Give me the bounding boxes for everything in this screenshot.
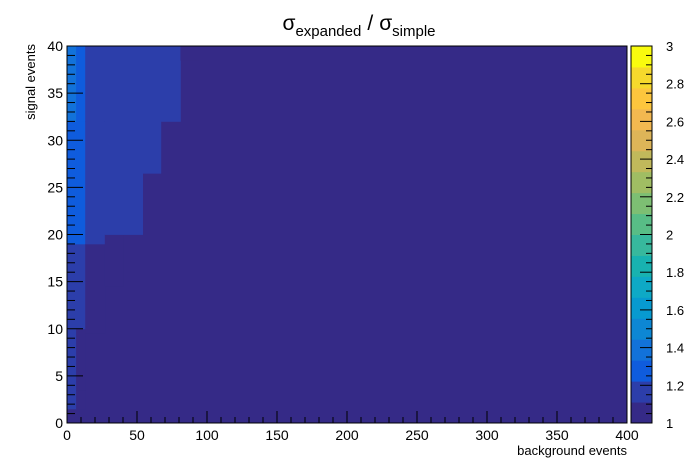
color-scale-label: 2.6	[666, 114, 684, 129]
heatmap-cell	[76, 121, 86, 245]
y-tick-label: 40	[47, 38, 63, 54]
color-scale-swatch	[631, 360, 652, 382]
x-axis-ticks	[66, 411, 628, 423]
heatmap-cell	[104, 234, 124, 287]
y-tick-label: 20	[47, 227, 63, 243]
x-tick-label: 400	[615, 427, 639, 443]
heatmap-cell	[67, 408, 77, 424]
title-denominator-subscript: simple	[392, 23, 435, 40]
color-scale-label: 3	[666, 39, 673, 54]
heatmap-cell	[67, 121, 77, 245]
color-scale-swatch	[631, 66, 652, 89]
color-scale-swatch	[631, 213, 652, 235]
color-scale-swatch	[631, 339, 652, 361]
color-scale-swatch	[631, 255, 652, 277]
color-scale-swatch	[631, 171, 652, 194]
color-scale-swatch	[631, 108, 652, 131]
color-scale-label: 2.4	[666, 152, 684, 167]
x-tick-label: 300	[475, 427, 499, 443]
heatmap-cell	[104, 46, 124, 122]
x-tick-label: 150	[265, 427, 289, 443]
x-tick-label: 0	[63, 427, 71, 443]
y-tick-label: 0	[55, 415, 63, 431]
color-scale-swatch	[631, 402, 652, 424]
color-scale-labels: 1 1.2 1.4 1.6 1.8 2 2.2 2.4 2.6 2.8 3	[666, 39, 684, 431]
heatmap-cell	[104, 121, 124, 235]
y-tick-label: 30	[47, 132, 63, 148]
heatmap-cell	[85, 243, 106, 334]
color-scale-swatch	[631, 192, 652, 215]
x-tick-label: 100	[195, 427, 219, 443]
color-scale-swatch	[631, 276, 652, 298]
color-scale-label: 2.2	[666, 190, 684, 205]
color-scale-label: 1.8	[666, 265, 684, 280]
heatmap-cell	[67, 243, 77, 330]
y-axis-tick-labels: 0 5 10 15 20 25 30 35 40	[47, 38, 63, 431]
y-axis-ticks	[67, 45, 83, 424]
heatmap-cell	[85, 121, 106, 245]
x-tick-label: 50	[129, 427, 145, 443]
y-tick-label: 10	[47, 321, 63, 337]
heatmap-cell	[76, 243, 86, 330]
color-scale-swatch	[631, 297, 652, 319]
color-scale-label: 1.4	[666, 341, 684, 356]
color-scale-label: 1	[666, 416, 673, 431]
heatmap-cell	[76, 328, 86, 391]
y-tick-label: 35	[47, 85, 63, 101]
title-numerator-subscript: expanded	[295, 23, 361, 40]
y-tick-label: 15	[47, 274, 63, 290]
color-scale-swatch	[631, 46, 652, 68]
title-separator: /	[367, 12, 373, 35]
title-denominator-symbol: σ	[379, 12, 392, 35]
color-scale-swatch	[631, 381, 652, 403]
color-scale-label: 1.6	[666, 303, 684, 318]
chart-title: σexpanded / σsimple	[282, 12, 435, 40]
color-scale-swatch	[631, 87, 652, 110]
x-tick-label: 200	[335, 427, 359, 443]
heatmap-cell	[142, 46, 162, 174]
color-scale-swatch	[631, 150, 652, 173]
heatmap-cell	[180, 46, 199, 61]
y-tick-label: 5	[55, 368, 63, 384]
y-tick-label: 25	[47, 179, 63, 195]
color-scale-ticks	[640, 45, 652, 424]
color-scale-label: 2	[666, 228, 673, 243]
color-scale-swatch	[631, 129, 652, 152]
color-scale-swatch	[631, 234, 652, 256]
x-tick-label: 350	[545, 427, 569, 443]
x-axis-title: background events	[517, 443, 627, 458]
heatmap-cell	[76, 46, 86, 122]
color-scale-label: 2.8	[666, 77, 684, 92]
heatmap-cell	[67, 328, 77, 363]
y-axis-title: signal events	[23, 44, 38, 120]
heatmap-cell	[160, 46, 181, 122]
heatmap-cell	[85, 46, 106, 122]
color-scale-label: 1.2	[666, 378, 684, 393]
x-tick-label: 250	[405, 427, 429, 443]
x-axis-tick-labels: 0 50 100 150 200 250 300 350 400	[63, 427, 639, 443]
title-numerator-symbol: σ	[282, 12, 295, 35]
heatmap-cell	[123, 46, 143, 235]
heatmap-cell	[67, 390, 77, 410]
heatmap-cell	[76, 390, 86, 410]
color-scale-swatch	[631, 318, 652, 340]
